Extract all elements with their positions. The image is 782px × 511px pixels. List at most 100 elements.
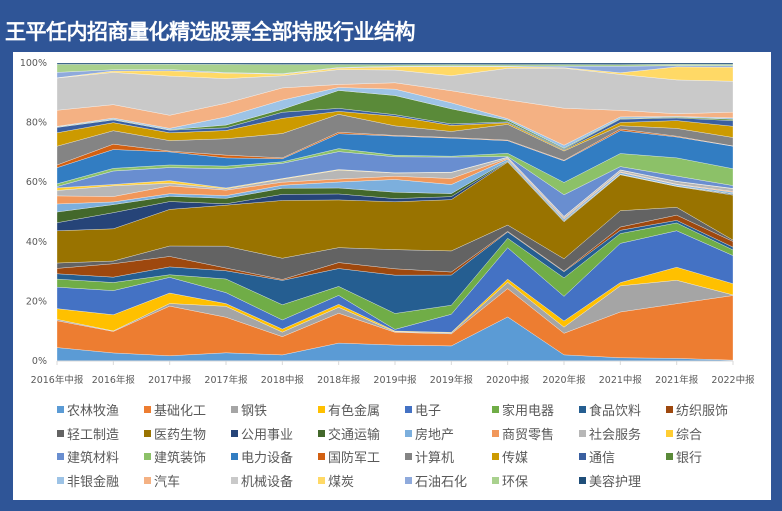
legend-label: 电力设备	[241, 451, 294, 466]
legend-label: 国防军工	[328, 451, 381, 466]
legend-swatch	[231, 476, 238, 484]
x-tick-label: 2016年中报	[31, 374, 84, 386]
y-tick-label: 40%	[26, 237, 47, 248]
legend-label: 计算机	[415, 451, 455, 466]
legend-label: 汽车	[154, 474, 181, 490]
legend-swatch	[579, 406, 586, 413]
legend-label: 银行	[676, 451, 703, 466]
legend-item: 建筑材料	[57, 447, 119, 466]
y-tick-label: 80%	[26, 118, 47, 129]
legend-swatch	[579, 476, 586, 484]
legend-item: 食品饮料	[579, 400, 641, 419]
legend-label: 石油石化	[415, 474, 468, 490]
legend-item: 石油石化	[405, 471, 467, 490]
legend-label: 电子	[415, 404, 442, 419]
legend-swatch	[405, 429, 412, 437]
legend-swatch	[492, 476, 499, 484]
x-tick-label: 2022中报	[711, 374, 755, 386]
legend-label: 传媒	[502, 451, 529, 466]
legend-item: 房地产	[405, 424, 454, 443]
page-title: 王平任内招商量化精选股票全部持股行业结构	[5, 20, 416, 44]
legend-label: 通信	[589, 451, 616, 466]
legend-label: 房地产	[415, 427, 455, 443]
legend-swatch	[492, 453, 499, 460]
chart-panel: 0% 20% 40% 60% 80% 100% 2016年中报 2016年报 2017中报 201…	[13, 52, 771, 500]
legend-label: 交通运输	[328, 427, 381, 443]
legend-label: 社会服务	[589, 427, 642, 443]
legend-swatch	[231, 429, 238, 437]
legend-swatch	[57, 429, 64, 437]
legend-item: 计算机	[405, 447, 454, 466]
x-tick-label: 2021年报	[655, 374, 699, 386]
legend-swatch	[318, 406, 325, 413]
legend-label: 美容护理	[589, 474, 642, 490]
legend-swatch	[57, 406, 64, 413]
legend-item: 美容护理	[579, 471, 641, 490]
legend-swatch	[405, 476, 412, 484]
x-tick-label: 2019年报	[430, 374, 474, 386]
legend-item: 建筑装饰	[144, 447, 206, 466]
legend-item: 传媒	[492, 447, 528, 466]
x-tick-label: 2018中报	[261, 374, 305, 386]
legend-label: 商贸零售	[502, 427, 555, 443]
x-tick-label: 2016年报	[92, 374, 136, 386]
legend-swatch	[144, 453, 151, 460]
legend-label: 医药生物	[154, 427, 207, 443]
legend-swatch	[666, 429, 673, 437]
legend-swatch	[666, 406, 673, 413]
area-series-30	[56, 62, 734, 65]
legend-item: 纺织服饰	[666, 400, 728, 419]
legend-label: 钢铁	[241, 404, 268, 419]
x-tick-label: 2018年报	[317, 374, 361, 386]
legend-swatch	[57, 476, 64, 484]
stacked-area-chart: 0% 20% 40% 60% 80% 100% 2016年中报 2016年报 2017中报 201…	[20, 58, 755, 386]
legend-item: 电子	[405, 400, 441, 419]
legend-item: 综合	[666, 424, 702, 443]
legend-item: 汽车	[144, 471, 180, 490]
legend-swatch	[144, 429, 151, 437]
legend-swatch	[231, 406, 238, 413]
legend-item: 银行	[666, 447, 702, 466]
legend-item: 农林牧渔	[57, 400, 119, 419]
legend-swatch	[231, 453, 238, 460]
legend-swatch	[405, 453, 412, 460]
y-tick-label: 100%	[20, 58, 47, 69]
legend-swatch	[492, 406, 499, 413]
legend-item: 轻工制造	[57, 424, 119, 443]
legend-item: 电力设备	[231, 447, 293, 466]
legend-item: 家用电器	[492, 400, 554, 419]
legend-label: 轻工制造	[67, 427, 120, 443]
x-tick-label: 2020中报	[486, 374, 530, 386]
legend-label: 建筑材料	[67, 451, 120, 466]
legend-label: 农林牧渔	[67, 404, 120, 419]
legend-label: 环保	[502, 474, 529, 490]
legend-item: 机械设备	[231, 471, 293, 490]
legend-item: 钢铁	[231, 400, 267, 419]
legend-swatch	[666, 453, 673, 460]
legend-swatch	[579, 453, 586, 460]
x-tick-label: 2021中报	[599, 374, 643, 386]
legend-item: 国防军工	[318, 447, 380, 466]
legend-swatch	[318, 453, 325, 460]
legend-swatch	[492, 429, 499, 437]
x-tick-label: 2019中报	[373, 374, 417, 386]
legend-item: 基础化工	[144, 400, 206, 419]
legend-label: 家用电器	[502, 404, 555, 419]
legend-swatch	[318, 429, 325, 437]
legend-label: 机械设备	[241, 474, 294, 490]
legend-label: 基础化工	[154, 404, 207, 419]
legend-item: 商贸零售	[492, 424, 554, 443]
legend-item: 有色金属	[318, 400, 380, 419]
legend-label: 食品饮料	[589, 404, 642, 419]
legend-label: 公用事业	[241, 427, 294, 443]
legend-item: 环保	[492, 471, 528, 490]
x-tick-label: 2020年报	[542, 374, 586, 386]
legend-swatch	[144, 406, 151, 413]
legend-swatch	[405, 406, 412, 413]
legend-label: 非银金融	[67, 474, 120, 490]
x-tick-label: 2017年报	[204, 374, 248, 386]
legend-item: 医药生物	[144, 424, 206, 443]
y-tick-label: 60%	[26, 177, 47, 188]
legend-label: 煤炭	[328, 474, 355, 490]
legend-label: 综合	[676, 427, 703, 443]
